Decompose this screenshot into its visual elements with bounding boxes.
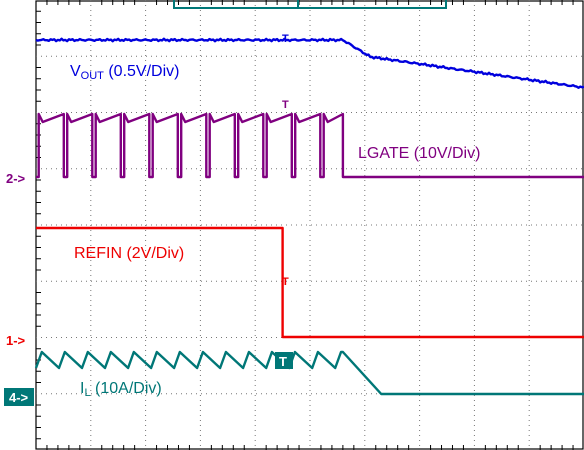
series-label: VOUT (0.5V/Div) [70,63,179,82]
channel-4-marker: 4-> [9,390,29,405]
cursor-marker-box [275,352,293,369]
trace-2 [36,226,584,339]
traces [34,37,584,396]
series-label: IL (10A/Div) [80,380,162,399]
channel-markers: 2-> 1-> 4-> T T T T [4,0,447,406]
trigger-marker: T [282,33,289,45]
series-label: LGATE (10V/Div) [358,145,480,162]
graticule [35,0,584,450]
trace-labels: VOUT (0.5V/Div) LGATE (10V/Div) REFIN (2V/… [70,63,480,399]
channel-1-marker: 1-> [6,333,26,348]
trace-0 [35,37,584,89]
trace-1 [36,112,584,179]
series-label: REFIN (2V/Div) [74,245,184,262]
cursor-marker: T [279,354,287,369]
channel-2-marker: 2-> [6,171,26,186]
trigger-window [173,0,447,9]
channel-4-marker-box [4,388,34,406]
trigger-marker: T [282,99,289,111]
trigger-marker: T [282,276,289,288]
trace-3 [34,350,584,396]
